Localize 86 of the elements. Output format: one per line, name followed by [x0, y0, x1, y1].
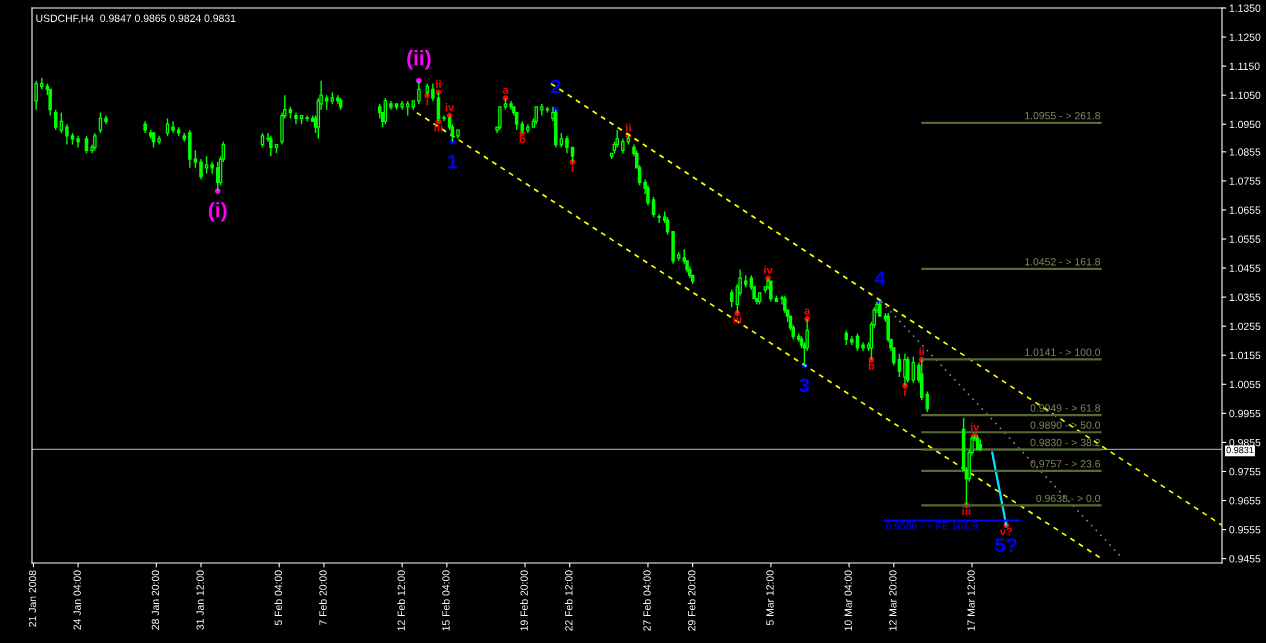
point	[214, 188, 221, 194]
y-tick-label: 1.1250	[1229, 33, 1261, 41]
series-label: 5?	[995, 538, 1017, 553]
x-tick-label: 29 Feb 20:00	[687, 570, 696, 631]
candlestick	[34, 79, 38, 111]
y-tick-label: 1.0950	[1229, 120, 1261, 129]
candlestick	[210, 161, 214, 175]
x-tick-label: 15 Feb 04:00	[441, 570, 450, 631]
series-label: 1	[448, 154, 458, 169]
x-tick-label: 12 Mar 20:00	[889, 570, 897, 631]
y-tick-label: 1.0155	[1229, 351, 1261, 360]
series-label: v?	[999, 527, 1013, 536]
candlestick	[498, 106, 502, 131]
annotation: 0.9638 - > 0.0	[1036, 494, 1101, 503]
series-label: iii	[434, 123, 443, 132]
candlestick	[897, 353, 902, 378]
series-label: b	[519, 135, 526, 144]
y-tick-label: 0.9755	[1229, 467, 1261, 476]
series-label: iv	[970, 422, 980, 431]
y-tick-label: 1.0255	[1229, 322, 1261, 331]
x-tick-label: 12 Feb 12:00	[397, 570, 405, 631]
y-tick-label: 0.9655	[1229, 497, 1261, 505]
series-label: iii	[733, 315, 742, 324]
series-label: a	[502, 87, 509, 94]
x-tick-label: 28 Jan 20:00	[151, 570, 160, 630]
x-tick-label: 24 Jan 04:00	[73, 570, 81, 630]
series-label: (ii)	[407, 50, 431, 70]
x-tick-label: 21 Jan 2008	[28, 570, 37, 627]
y-tick-label: 1.0555	[1229, 235, 1261, 243]
series-label: i	[571, 164, 574, 173]
y-tick-label: 0.9955	[1229, 409, 1261, 418]
y-tick-label: 1.0655	[1229, 206, 1261, 214]
candlestick	[769, 280, 773, 303]
y-tick-label: 1.0355	[1229, 293, 1261, 301]
annotation: 0.9830 - > 38.2	[1030, 438, 1100, 447]
x-tick-label: 31 Jan 12:00	[196, 570, 204, 630]
annotation: 1.0141 - > 100.0	[1025, 348, 1101, 356]
x-tick-label: 10 Mar 04:00	[844, 570, 852, 631]
annotation: 0.9586 - > FE 161.8	[885, 522, 978, 530]
x-tick-label: 19 Feb 20:00	[520, 570, 528, 631]
x-tick-label: 17 Mar 12:00	[967, 570, 975, 631]
series-label: ii	[919, 347, 925, 356]
y-tick-label: 1.0055	[1229, 380, 1261, 389]
x-tick-label: 27 Feb 04:00	[643, 570, 651, 631]
x-tick-label: 5 Feb 04:00	[274, 570, 283, 626]
x-tick-label: 5 Mar 12:00	[766, 570, 774, 626]
series-label: ii	[626, 123, 631, 132]
candlestick	[59, 111, 64, 134]
series-label: iv	[445, 103, 455, 112]
ref-line-label: 0.9831	[1226, 446, 1254, 454]
y-tick-label: 0.9555	[1229, 526, 1261, 534]
candlestick	[54, 109, 58, 131]
x-tick-label: 22 Feb 12:00	[564, 570, 573, 631]
y-tick-label: 1.1350	[1229, 4, 1261, 12]
candlestick	[657, 213, 661, 224]
candlestick	[199, 158, 203, 181]
series-label: ii	[436, 79, 441, 88]
annotation: 1.0955 - > 261.8	[1025, 111, 1101, 120]
annotation: 0.9890 - > 50.0	[1030, 421, 1101, 429]
y-tick-label: 1.1050	[1229, 91, 1261, 100]
y-tick-label: 0.9455	[1229, 555, 1261, 563]
y-tick-label: 1.0855	[1229, 148, 1261, 156]
candlestick	[216, 161, 220, 192]
candlestick	[925, 390, 930, 413]
series-label: i	[904, 387, 906, 396]
series-label: iv	[764, 265, 773, 274]
annotation: 0.9949 - > 61.8	[1030, 404, 1101, 412]
series-label: a	[804, 308, 811, 315]
annotation: 1.0452 - > 161.8	[1025, 258, 1101, 266]
y-tick-label: 1.1150	[1229, 62, 1260, 70]
candlestick	[98, 111, 103, 134]
annotation: 0.9757 - > 23.6	[1030, 460, 1101, 468]
x-tick-label: 7 Feb 20:00	[319, 570, 327, 625]
series-label: iii	[962, 506, 971, 516]
candlestick	[269, 135, 273, 157]
candlestick	[48, 88, 52, 117]
series-label: 4	[874, 271, 886, 285]
candlestick	[65, 123, 69, 146]
y-tick-label: 1.0755	[1229, 177, 1261, 185]
series-label: (i)	[208, 202, 227, 222]
candlestick	[651, 196, 656, 218]
series-label: 3	[799, 378, 810, 393]
y-tick-label: 0.9855	[1229, 438, 1261, 447]
text: USDCHF,H4 0.9847 0.9865 0.9824 0.9831	[36, 14, 236, 24]
series-label: b	[868, 361, 875, 370]
y-tick-label: 1.0455	[1229, 264, 1261, 272]
